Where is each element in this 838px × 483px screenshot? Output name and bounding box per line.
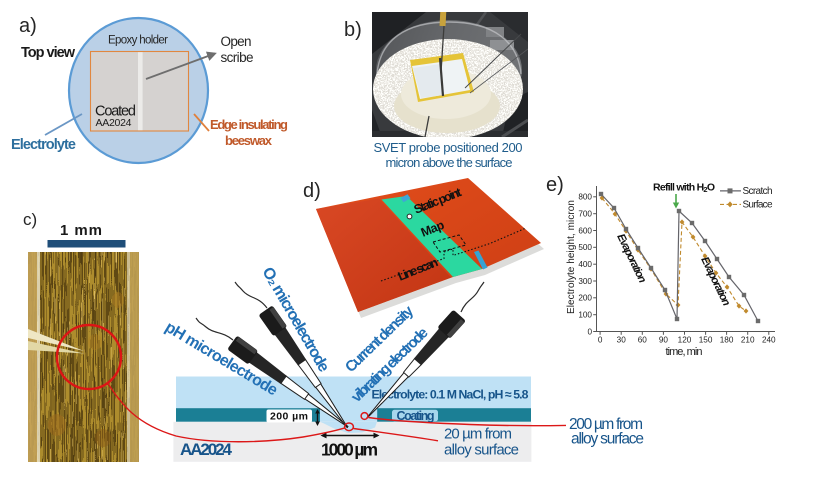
svg-text:Open: Open xyxy=(221,34,252,49)
svg-text:400: 400 xyxy=(578,260,592,269)
svg-text:90: 90 xyxy=(659,336,669,345)
svg-text:Evaporation: Evaporation xyxy=(698,255,732,308)
svg-text:AA2024: AA2024 xyxy=(96,117,132,129)
svg-text:700: 700 xyxy=(578,210,592,219)
svg-text:150: 150 xyxy=(699,336,713,345)
svg-text:180: 180 xyxy=(720,336,734,345)
svg-text:20 µm from: 20 µm from xyxy=(444,426,512,443)
svg-text:Surface: Surface xyxy=(743,200,773,211)
svg-text:d): d) xyxy=(303,180,321,202)
svg-text:alloy surface: alloy surface xyxy=(444,442,519,459)
svg-text:100: 100 xyxy=(578,311,592,320)
svg-text:Electrolyte height, micron: Electrolyte height, micron xyxy=(566,200,577,314)
svg-text:Scratch: Scratch xyxy=(743,186,773,197)
svg-text:800: 800 xyxy=(578,193,592,202)
svg-text:200 µm: 200 µm xyxy=(270,411,308,423)
svg-text:b): b) xyxy=(344,19,362,41)
svg-text:c): c) xyxy=(23,210,37,229)
svg-text:240: 240 xyxy=(762,336,776,345)
svg-text:SVET probe positioned 200: SVET probe positioned 200 xyxy=(374,140,523,155)
svg-text:alloy surface: alloy surface xyxy=(571,431,644,448)
svg-text:Electrolyte: 0.1 M NaCl, pH ≈: Electrolyte: 0.1 M NaCl, pH ≈ 5.8 xyxy=(372,388,529,402)
svg-text:AA2024: AA2024 xyxy=(180,440,233,459)
svg-text:600: 600 xyxy=(578,226,592,235)
svg-text:Refill with H2O: Refill with H2O xyxy=(653,182,715,195)
svg-text:time, min: time, min xyxy=(666,346,703,358)
svg-text:1 mm: 1 mm xyxy=(60,222,102,239)
svg-text:500: 500 xyxy=(578,243,592,252)
svg-text:Top view: Top view xyxy=(21,45,76,61)
svg-text:0: 0 xyxy=(587,327,592,336)
svg-text:300: 300 xyxy=(578,277,592,286)
svg-text:120: 120 xyxy=(678,336,692,345)
svg-text:210: 210 xyxy=(741,336,755,345)
svg-text:60: 60 xyxy=(638,336,648,345)
svg-text:Edge insulating: Edge insulating xyxy=(210,117,288,132)
svg-text:0: 0 xyxy=(598,336,603,345)
svg-text:Epoxy holder: Epoxy holder xyxy=(108,35,168,47)
svg-text:beeswax: beeswax xyxy=(225,133,273,148)
svg-text:200 µm from: 200 µm from xyxy=(569,416,643,433)
svg-text:Coated: Coated xyxy=(95,104,136,120)
svg-text:scribe: scribe xyxy=(221,50,254,65)
svg-text:30: 30 xyxy=(617,336,627,345)
svg-text:200: 200 xyxy=(578,294,592,303)
svg-text:1000 µm: 1000 µm xyxy=(321,440,378,460)
svg-text:Coating: Coating xyxy=(397,409,435,423)
svg-text:Electrolyte: Electrolyte xyxy=(11,137,76,153)
svg-text:a): a) xyxy=(19,15,37,37)
svg-text:e): e) xyxy=(546,174,564,196)
svg-text:micron above the surface: micron above the surface xyxy=(386,155,513,170)
